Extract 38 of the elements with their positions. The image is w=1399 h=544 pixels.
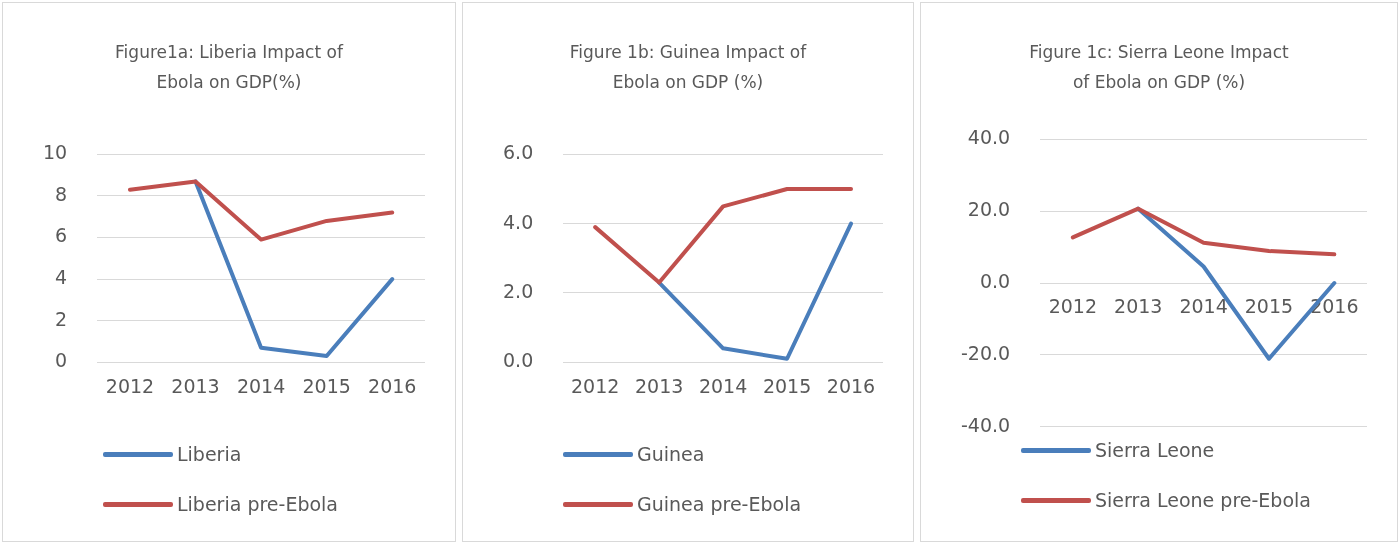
y-tick-label: 4.0 xyxy=(503,210,534,233)
y-tick-label: 4 xyxy=(55,266,68,289)
y-tick-label: 0.0 xyxy=(503,349,534,372)
legend-label: Liberia xyxy=(177,443,242,465)
y-tick-label: 40.0 xyxy=(967,126,1011,149)
x-tick-label: 2015 xyxy=(1244,295,1294,318)
y-tick-label: 2 xyxy=(55,307,68,330)
x-tick-label: 2016 xyxy=(368,374,417,397)
x-tick-label: 2016 xyxy=(826,374,876,397)
chart-title: Figure 1c: Sierra Leone Impact of Ebola on GDP (%) xyxy=(1028,41,1290,94)
x-tick-label: 2015 xyxy=(762,374,812,397)
x-tick-label: 2013 xyxy=(171,374,220,397)
x-tick-label: 2014 xyxy=(1179,295,1228,318)
y-tick-label: 20.0 xyxy=(967,198,1011,221)
y-tick-label: 8 xyxy=(55,182,68,205)
chart-title: Figure 1b: Guinea Impact of Ebola on GDP (%) xyxy=(568,41,808,94)
x-tick-label: 2013 xyxy=(1114,295,1163,318)
y-tick-label: 6.0 xyxy=(503,141,534,164)
x-tick-label: 2012 xyxy=(571,374,620,397)
legend-label: Sierra Leone pre-Ebola xyxy=(1095,489,1311,511)
legend-label: Guinea pre-Ebola xyxy=(637,493,802,515)
y-tick-label: 0 xyxy=(55,349,68,372)
y-tick-label: 2.0 xyxy=(503,279,534,302)
x-tick-label: 2014 xyxy=(698,374,748,397)
legend-label: Sierra Leone xyxy=(1095,439,1215,461)
x-tick-label: 2012 xyxy=(1048,295,1098,318)
y-tick-label: 10 xyxy=(42,141,68,164)
chart-title: Figure1a: Liberia Impact of Ebola on GDP(%) xyxy=(114,41,345,94)
y-tick-label: 6 xyxy=(55,224,68,247)
x-tick-label: 2015 xyxy=(302,374,351,397)
x-tick-label: 2014 xyxy=(236,374,286,397)
legend-label: Guinea xyxy=(637,443,705,465)
y-tick-label: -40.0 xyxy=(960,413,1011,436)
y-tick-label: 0.0 xyxy=(979,269,1011,292)
y-tick-label: -20.0 xyxy=(960,341,1011,364)
x-tick-label: 2012 xyxy=(105,374,155,397)
x-tick-label: 2013 xyxy=(634,374,684,397)
legend-label: Liberia pre-Ebola xyxy=(177,493,338,515)
